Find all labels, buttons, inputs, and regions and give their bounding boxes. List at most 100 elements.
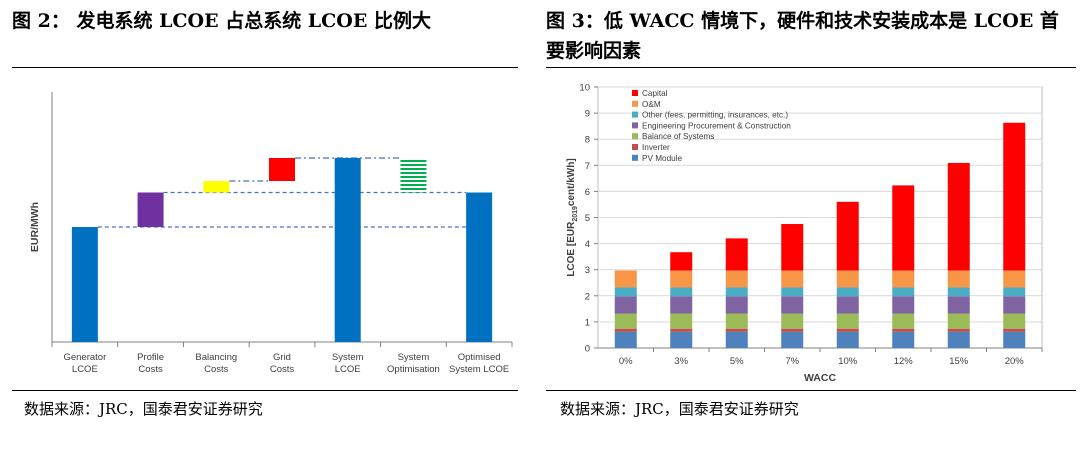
bar-grid-costs: [269, 158, 295, 181]
bar-segment-o-m: [781, 270, 804, 288]
x-tick-label: Profile Costs: [137, 352, 164, 375]
figure-2: 图 2： 发电系统 LCOE 占总系统 LCOE 比例大: [12, 0, 518, 36]
bar-segment-engineering-procurement-construction: [1003, 296, 1026, 314]
y-tick-label: 4: [585, 239, 590, 250]
bar-segment-other-fees-permitting-insurances-etc: [670, 287, 693, 297]
y-tick-label: 10: [579, 83, 590, 94]
bar-segment-inverter: [614, 328, 637, 332]
bar-segment-other-fees-permitting-insurances-etc: [781, 287, 804, 297]
bar-balancing-costs: [203, 181, 230, 193]
bar-generator-lcoe: [71, 227, 98, 342]
legend-label-balance-of-systems: Balance of Systems: [642, 132, 714, 141]
x-tick-label: 10%: [838, 356, 858, 367]
figure-3-bottom-rule: [546, 390, 1076, 391]
bar-segment-inverter: [836, 328, 859, 332]
bar-segment-other-fees-permitting-insurances-etc: [614, 287, 637, 297]
x-tick-label: 20%: [1005, 356, 1025, 367]
bar-segment-o-m: [836, 270, 859, 288]
y-axis-label: EUR/MWh: [29, 202, 41, 252]
figure-2-source: 数据来源：JRC，国泰君安证券研究: [24, 400, 263, 418]
bar-segment-balance-of-systems: [947, 313, 970, 329]
bar-system-lcoe: [334, 158, 361, 342]
bar-segment-balance-of-systems: [892, 313, 915, 329]
bar-segment-capital: [1003, 122, 1026, 271]
bar-segment-engineering-procurement-construction: [892, 296, 915, 314]
bar-segment-o-m: [725, 270, 748, 288]
bar-segment-balance-of-systems: [670, 313, 693, 329]
figure-3-source: 数据来源：JRC，国泰君安证券研究: [560, 400, 799, 418]
legend-label-inverter: Inverter: [642, 143, 670, 152]
y-tick-label: 7: [585, 161, 590, 172]
legend-swatch-capital: [632, 90, 638, 96]
y-tick-label: 6: [585, 187, 590, 198]
y-axis-label: LCOE [EUR2019cent/kWh]: [566, 158, 579, 276]
bar-segment-engineering-procurement-construction: [836, 296, 859, 314]
bar-segment-balance-of-systems: [614, 313, 637, 329]
bar-segment-inverter: [781, 328, 804, 332]
bar-segment-other-fees-permitting-insurances-etc: [836, 287, 859, 297]
bar-segment-balance-of-systems: [836, 313, 859, 329]
bar-segment-o-m: [1003, 270, 1026, 288]
y-tick-label: 0: [585, 344, 590, 355]
bar-system-optimisation: [400, 158, 427, 193]
bar-segment-pv-module: [670, 331, 693, 348]
x-tick-label: 12%: [894, 356, 914, 367]
figure-2-bottom-rule: [12, 390, 518, 391]
bar-segment-engineering-procurement-construction: [947, 296, 970, 314]
legend-swatch-o-m: [632, 100, 638, 107]
bar-segment-inverter: [1003, 328, 1026, 332]
bar-segment-capital: [836, 201, 859, 271]
x-tick-label: Balancing Costs: [195, 352, 237, 375]
bar-segment-pv-module: [781, 331, 804, 348]
x-tick-label: Optimised System LCOE: [449, 352, 509, 375]
figure-2-top-rule: [12, 67, 518, 68]
x-tick-label: 5%: [730, 356, 744, 367]
legend-label-other-fees-permitting-insurances-etc: Other (fees, permitting, insurances, etc…: [642, 111, 788, 120]
bar-segment-inverter: [947, 328, 970, 332]
legend-label-o-m: O&M: [642, 100, 661, 109]
legend-swatch-pv-module: [632, 154, 638, 161]
y-tick-label: 8: [585, 135, 590, 146]
bar-segment-o-m: [614, 270, 637, 288]
y-tick-label: 5: [585, 213, 590, 224]
bar-segment-capital: [670, 252, 693, 271]
y-tick-label: 9: [585, 109, 590, 120]
legend-swatch-balance-of-systems: [632, 133, 638, 140]
bar-segment-pv-module: [947, 331, 970, 348]
bar-segment-other-fees-permitting-insurances-etc: [892, 287, 915, 297]
x-tick-label: System Optimisation: [387, 352, 440, 375]
x-tick-label: 3%: [674, 356, 688, 367]
bar-segment-inverter: [670, 328, 693, 332]
bar-segment-pv-module: [892, 331, 915, 348]
legend-label-engineering-procurement-construction: Engineering Procurement & Construction: [642, 121, 791, 130]
figure-3-top-rule: [546, 67, 1076, 68]
bar-segment-engineering-procurement-construction: [725, 296, 748, 314]
x-tick-label: Grid Costs: [270, 352, 295, 375]
x-tick-label: 7%: [785, 356, 799, 367]
x-tick-label: Generator LCOE: [63, 352, 106, 375]
bar-segment-engineering-procurement-construction: [614, 296, 637, 314]
bar-segment-o-m: [670, 270, 693, 288]
bar-optimised-system-lcoe: [466, 192, 493, 342]
x-tick-label: 15%: [949, 356, 969, 367]
bar-segment-other-fees-permitting-insurances-etc: [1003, 287, 1026, 297]
bar-profile-costs: [137, 192, 164, 227]
bar-segment-pv-module: [1003, 331, 1026, 348]
bar-segment-balance-of-systems: [781, 313, 804, 329]
bar-segment-inverter: [892, 328, 915, 332]
x-axis-label: WACC: [804, 372, 836, 384]
legend: Capital O&M Other (fees, permitting, insur…: [632, 89, 791, 163]
bar-segment-inverter: [725, 328, 748, 332]
bar-segment-balance-of-systems: [1003, 313, 1026, 329]
x-tick-label: 0%: [619, 356, 633, 367]
bar-segment-pv-module: [836, 331, 859, 348]
y-tick-label: 3: [585, 265, 590, 276]
bar-segment-o-m: [892, 270, 915, 288]
y-tick-label: 1: [585, 317, 590, 328]
bar-segment-other-fees-permitting-insurances-etc: [947, 287, 970, 297]
legend-label-pv-module: PV Module: [642, 154, 682, 163]
legend-swatch-other-fees-permitting-insurances-etc: [632, 111, 638, 118]
figure-2-title: 图 2： 发电系统 LCOE 占总系统 LCOE 比例大: [12, 10, 431, 32]
waterfall-chart: Generator LCOE Profile Costs Balancing Costs G…: [29, 92, 513, 375]
bar-segment-capital: [725, 238, 748, 271]
